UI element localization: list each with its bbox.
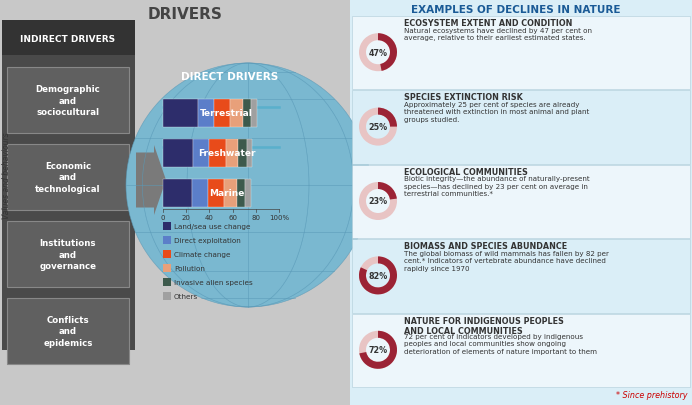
Text: ECOSYSTEM EXTENT AND CONDITION: ECOSYSTEM EXTENT AND CONDITION — [404, 19, 572, 28]
Text: 60: 60 — [228, 215, 237, 220]
Text: 100%: 100% — [269, 215, 289, 220]
Text: 25%: 25% — [368, 123, 388, 132]
Bar — [226, 140, 239, 168]
Text: 47%: 47% — [369, 49, 388, 58]
Wedge shape — [359, 108, 397, 146]
Text: 80: 80 — [251, 215, 260, 220]
Bar — [192, 179, 208, 207]
Bar — [163, 250, 171, 258]
Text: Biotic integrity—the abundance of naturally-present
species—has declined by 23 p: Biotic integrity—the abundance of natura… — [404, 176, 590, 197]
Bar — [352, 91, 690, 164]
FancyArrow shape — [136, 146, 166, 215]
Bar — [163, 179, 192, 207]
Bar — [246, 179, 251, 207]
Text: Economic
and
technological: Economic and technological — [35, 161, 101, 194]
Text: Conflicts
and
epidemics: Conflicts and epidemics — [44, 315, 93, 347]
Bar — [230, 100, 243, 128]
Bar — [243, 100, 251, 128]
Bar — [224, 179, 237, 207]
Bar — [193, 140, 210, 168]
FancyBboxPatch shape — [7, 68, 129, 134]
Bar — [237, 179, 246, 207]
Wedge shape — [378, 183, 397, 200]
Text: 72%: 72% — [368, 345, 388, 354]
Text: DRIVERS: DRIVERS — [147, 7, 222, 22]
Bar — [163, 100, 198, 128]
Bar — [352, 314, 690, 387]
Wedge shape — [359, 331, 397, 369]
Bar — [214, 100, 230, 128]
Wedge shape — [359, 257, 397, 295]
Text: Others: Others — [174, 293, 198, 299]
Bar — [350, 0, 692, 405]
Text: The global biomass of wild mammals has fallen by 82 per
cent.* Indicators of ver: The global biomass of wild mammals has f… — [404, 250, 609, 271]
Bar — [163, 278, 171, 286]
Bar — [163, 237, 171, 244]
FancyBboxPatch shape — [7, 145, 129, 211]
Text: NATURE FOR INDIGENOUS PEOPLES
AND LOCAL COMMUNITIES: NATURE FOR INDIGENOUS PEOPLES AND LOCAL … — [404, 316, 564, 335]
Bar — [198, 100, 214, 128]
Text: INDIRECT DRIVERS: INDIRECT DRIVERS — [21, 34, 116, 43]
Text: Pollution: Pollution — [174, 265, 205, 271]
Text: 23%: 23% — [368, 197, 388, 206]
Text: 72 per cent of indicators developed by indigenous
peoples and local communities : 72 per cent of indicators developed by i… — [404, 333, 597, 354]
Text: Demographic
and
sociocultural: Demographic and sociocultural — [35, 85, 100, 117]
Text: Freshwater: Freshwater — [198, 149, 255, 158]
Text: EXAMPLES OF DECLINES IN NATURE: EXAMPLES OF DECLINES IN NATURE — [411, 5, 621, 15]
Wedge shape — [378, 108, 397, 127]
Text: SPECIES EXTINCTION RISK: SPECIES EXTINCTION RISK — [404, 93, 522, 102]
Bar — [251, 100, 257, 128]
Text: Direct exploitation: Direct exploitation — [174, 237, 241, 243]
Text: 82%: 82% — [368, 271, 388, 280]
Bar — [352, 165, 690, 239]
Wedge shape — [359, 257, 397, 295]
Text: 40: 40 — [205, 215, 214, 220]
Bar — [239, 140, 246, 168]
Bar — [352, 240, 690, 313]
Text: Natural ecosystems have declined by 47 per cent on
average, relative to their ea: Natural ecosystems have declined by 47 p… — [404, 28, 592, 41]
Text: 0: 0 — [161, 215, 165, 220]
Text: ECOLOGICAL COMMUNITIES: ECOLOGICAL COMMUNITIES — [404, 167, 528, 176]
FancyBboxPatch shape — [7, 298, 129, 364]
Text: Approximately 25 per cent of species are already
threatened with extinction in m: Approximately 25 per cent of species are… — [404, 102, 590, 123]
Bar — [163, 140, 193, 168]
Bar — [163, 292, 171, 300]
Text: Values and behaviours: Values and behaviours — [3, 132, 12, 219]
Text: Climate change: Climate change — [174, 252, 230, 257]
Text: DIRECT DRIVERS: DIRECT DRIVERS — [181, 72, 279, 82]
Wedge shape — [359, 183, 397, 220]
Text: BIOMASS AND SPECIES ABUNDANCE: BIOMASS AND SPECIES ABUNDANCE — [404, 242, 567, 251]
Text: Institutions
and
governance: Institutions and governance — [39, 238, 96, 271]
Bar — [2, 21, 135, 56]
Wedge shape — [378, 34, 397, 72]
Text: 20: 20 — [182, 215, 190, 220]
Circle shape — [126, 64, 370, 307]
Bar — [163, 222, 171, 230]
Bar — [2, 21, 135, 350]
FancyBboxPatch shape — [7, 222, 129, 287]
Text: Marine: Marine — [209, 189, 244, 198]
Text: * Since prehistory: * Since prehistory — [617, 390, 688, 399]
Bar — [0, 0, 350, 405]
Text: Invasive alien species: Invasive alien species — [174, 279, 253, 285]
Wedge shape — [359, 331, 397, 369]
Text: Terrestrial: Terrestrial — [201, 109, 253, 118]
Bar — [163, 264, 171, 272]
Text: Land/sea use change: Land/sea use change — [174, 224, 251, 230]
Wedge shape — [359, 34, 397, 72]
Bar — [210, 140, 226, 168]
Bar — [246, 140, 253, 168]
Bar — [352, 17, 690, 90]
Bar — [208, 179, 224, 207]
